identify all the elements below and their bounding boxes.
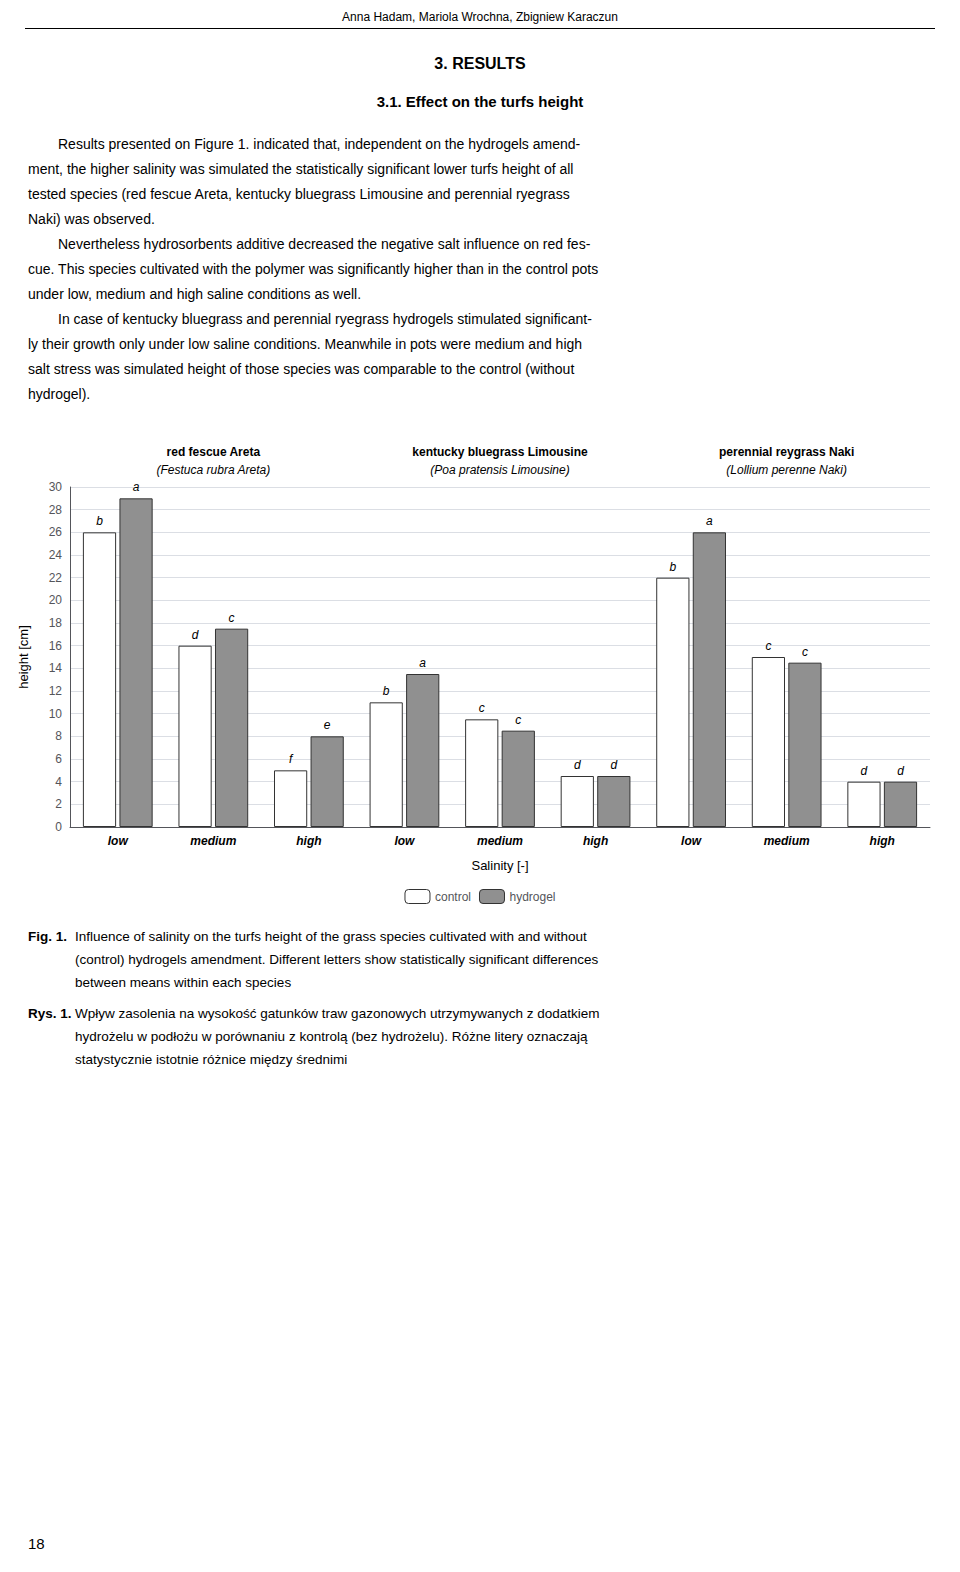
html-text:tested species (red fescue Are: tested species (red fescue Areta, kentuc… bbox=[28, 186, 570, 202]
svg-text:high: high bbox=[296, 834, 321, 848]
svg-text:20: 20 bbox=[49, 593, 63, 607]
html-text:hydrogel).: hydrogel). bbox=[28, 386, 91, 402]
html-text:ly their growth only under low: ly their growth only under low saline co… bbox=[28, 336, 583, 352]
svg-text:d: d bbox=[610, 758, 617, 772]
html-text:cue. This species cultivated w: cue. This species cultivated with the po… bbox=[28, 261, 599, 277]
svg-text:(Poa pratensis Limousine): (Poa pratensis Limousine) bbox=[430, 463, 569, 477]
svg-text:d: d bbox=[897, 764, 904, 778]
svg-text:(Festuca rubra Areta): (Festuca rubra Areta) bbox=[157, 463, 271, 477]
svg-text:red fescue Areta: red fescue Areta bbox=[167, 445, 261, 459]
html-text:Fig. 1.: Fig. 1. bbox=[28, 929, 67, 944]
svg-text:22: 22 bbox=[49, 571, 63, 585]
svg-text:b: b bbox=[669, 560, 676, 574]
svg-text:kentucky bluegrass Limousine: kentucky bluegrass Limousine bbox=[412, 445, 588, 459]
svg-text:control: control bbox=[435, 890, 471, 904]
svg-text:e: e bbox=[324, 718, 331, 732]
html-text:Influence of salinity on the t: Influence of salinity on the turfs heigh… bbox=[75, 929, 587, 944]
svg-text:Salinity [-]: Salinity [-] bbox=[471, 858, 528, 873]
svg-text:10: 10 bbox=[49, 707, 63, 721]
html-text:Results presented on Figure 1.: Results presented on Figure 1. indicated… bbox=[58, 136, 581, 152]
svg-text:high: high bbox=[870, 834, 895, 848]
html-text:18: 18 bbox=[28, 1535, 45, 1552]
html-text:hydrożelu w podłożu w porównan: hydrożelu w podłożu w porównaniu z kontr… bbox=[75, 1029, 588, 1044]
svg-text:30: 30 bbox=[49, 480, 63, 494]
svg-text:4: 4 bbox=[55, 775, 62, 789]
svg-text:12: 12 bbox=[49, 684, 63, 698]
svg-text:low: low bbox=[681, 834, 702, 848]
svg-text:medium: medium bbox=[190, 834, 236, 848]
svg-text:low: low bbox=[394, 834, 415, 848]
svg-text:2: 2 bbox=[55, 797, 62, 811]
svg-text:d: d bbox=[574, 758, 581, 772]
svg-text:c: c bbox=[802, 645, 808, 659]
svg-text:d: d bbox=[192, 628, 199, 642]
html-text:3. RESULTS: 3. RESULTS bbox=[434, 55, 526, 72]
html-text:under low, medium and high sal: under low, medium and high saline condit… bbox=[28, 286, 362, 302]
html-text:In case of kentucky bluegrass: In case of kentucky bluegrass and perenn… bbox=[58, 311, 592, 327]
svg-text:perennial reygrass Naki: perennial reygrass Naki bbox=[719, 445, 854, 459]
svg-text:8: 8 bbox=[55, 729, 62, 743]
svg-text:high: high bbox=[583, 834, 608, 848]
svg-text:6: 6 bbox=[55, 752, 62, 766]
svg-text:a: a bbox=[133, 480, 140, 494]
svg-text:b: b bbox=[96, 514, 103, 528]
html-text:Rys. 1. Wpływ zasolenia na wys: Rys. 1. Wpływ zasolenia na wysokość gatu… bbox=[28, 1006, 600, 1021]
svg-text:low: low bbox=[108, 834, 129, 848]
html-text:between means within each spec: between means within each species bbox=[75, 975, 292, 990]
svg-text:0: 0 bbox=[55, 820, 62, 834]
svg-text:medium: medium bbox=[764, 834, 810, 848]
svg-text:18: 18 bbox=[49, 616, 63, 630]
html-text:salt stress was simulated heig: salt stress was simulated height of thos… bbox=[28, 361, 575, 377]
svg-text:medium: medium bbox=[477, 834, 523, 848]
html-text:statystycznie istotnie różnice: statystycznie istotnie różnice między śr… bbox=[75, 1052, 348, 1067]
svg-text:26: 26 bbox=[49, 525, 63, 539]
svg-text:c: c bbox=[765, 639, 771, 653]
svg-text:height [cm]: height [cm] bbox=[16, 625, 31, 689]
svg-text:hydrogel: hydrogel bbox=[509, 890, 555, 904]
svg-text:c: c bbox=[229, 611, 235, 625]
svg-text:16: 16 bbox=[49, 639, 63, 653]
html-text:Nevertheless hydrosorbents add: Nevertheless hydrosorbents additive decr… bbox=[58, 236, 591, 252]
svg-text:a: a bbox=[706, 514, 713, 528]
html-text:3.1. Effect on the turfs heigh: 3.1. Effect on the turfs height bbox=[376, 93, 584, 110]
svg-text:(Lollium perenne Naki): (Lollium perenne Naki) bbox=[726, 463, 847, 477]
svg-text:24: 24 bbox=[49, 548, 63, 562]
html-text:ment, the higher salinity was: ment, the higher salinity was simulated … bbox=[28, 161, 574, 177]
html-text:(control) hydrogels amendment.: (control) hydrogels amendment. Different… bbox=[75, 952, 599, 967]
svg-text:a: a bbox=[419, 656, 426, 670]
svg-text:c: c bbox=[515, 713, 521, 727]
html-text:Naki) was observed.: Naki) was observed. bbox=[28, 211, 155, 227]
svg-text:14: 14 bbox=[49, 661, 63, 675]
svg-text:f: f bbox=[289, 752, 294, 766]
html-text:Anna Hadam, Mariola Wrochna, Z: Anna Hadam, Mariola Wrochna, Zbigniew Ka… bbox=[342, 10, 618, 24]
svg-text:d: d bbox=[861, 764, 868, 778]
svg-text:28: 28 bbox=[49, 503, 63, 517]
svg-text:b: b bbox=[383, 684, 390, 698]
svg-text:c: c bbox=[479, 701, 485, 715]
